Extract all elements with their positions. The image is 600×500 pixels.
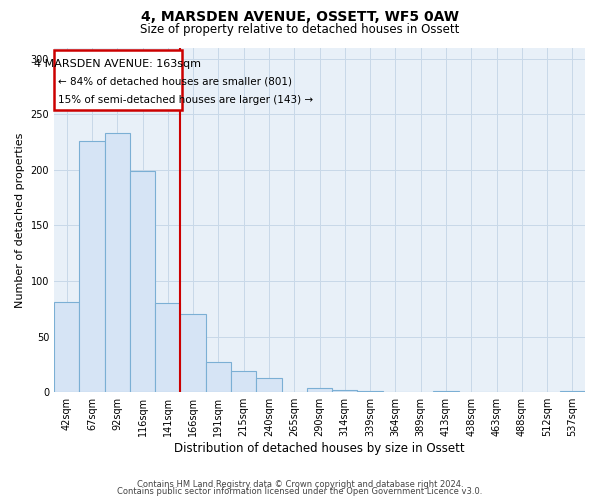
Bar [130, 171, 155, 392]
Bar [54, 302, 79, 392]
Bar [256, 378, 281, 392]
Text: ← 84% of detached houses are smaller (801): ← 84% of detached houses are smaller (80… [58, 77, 292, 87]
Bar [358, 391, 383, 392]
Text: Contains public sector information licensed under the Open Government Licence v3: Contains public sector information licen… [118, 488, 482, 496]
Bar [104, 133, 130, 392]
Text: Contains HM Land Registry data © Crown copyright and database right 2024.: Contains HM Land Registry data © Crown c… [137, 480, 463, 489]
Bar [79, 141, 104, 392]
Bar [433, 391, 458, 392]
Bar [231, 371, 256, 392]
Bar [181, 314, 206, 392]
Bar [332, 390, 358, 392]
Text: Size of property relative to detached houses in Ossett: Size of property relative to detached ho… [140, 22, 460, 36]
Bar [307, 388, 332, 392]
Bar [560, 391, 585, 392]
FancyBboxPatch shape [54, 50, 182, 110]
Bar [206, 362, 231, 392]
Y-axis label: Number of detached properties: Number of detached properties [15, 132, 25, 308]
Text: 15% of semi-detached houses are larger (143) →: 15% of semi-detached houses are larger (… [58, 95, 313, 105]
X-axis label: Distribution of detached houses by size in Ossett: Distribution of detached houses by size … [174, 442, 465, 455]
Text: 4, MARSDEN AVENUE, OSSETT, WF5 0AW: 4, MARSDEN AVENUE, OSSETT, WF5 0AW [141, 10, 459, 24]
Bar [155, 304, 181, 392]
Text: 4 MARSDEN AVENUE: 163sqm: 4 MARSDEN AVENUE: 163sqm [34, 59, 202, 69]
